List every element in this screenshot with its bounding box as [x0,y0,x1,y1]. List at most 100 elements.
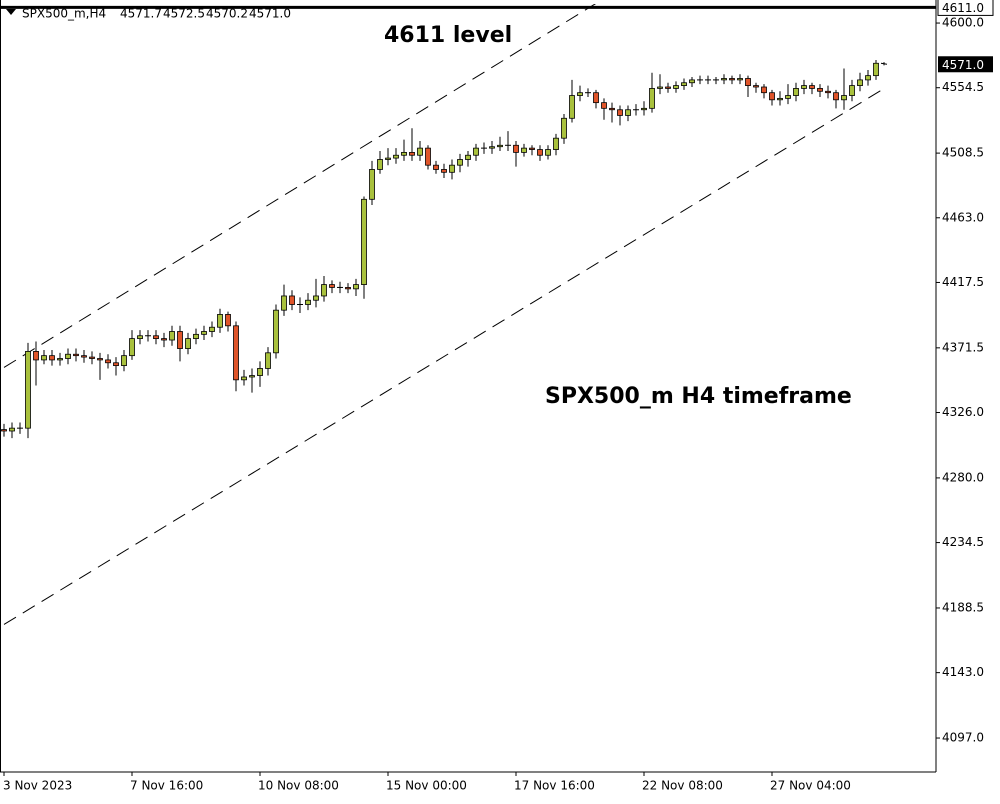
candle-body [289,295,295,305]
candle-body [465,154,471,160]
candle-body [161,338,167,341]
candle-body [49,355,55,361]
ohlc-value: 4572.5 [163,7,205,21]
candle-body [257,368,263,376]
candle-body [33,350,39,361]
candle-body [769,92,775,101]
candle-body [785,95,791,99]
price-label: 4571.0 [942,58,984,72]
candle-body [880,62,888,65]
candle-body [1,429,7,432]
candle-body [185,338,191,349]
candle-body [41,355,47,361]
candle-body [449,164,455,173]
candle-body [873,62,879,77]
candle-body [681,82,687,86]
candle-body [529,147,535,150]
x-tick-label: 7 Nov 16:00 [130,779,203,793]
price-label-box [938,56,993,73]
candle-body [577,92,583,96]
candle-body [97,358,103,361]
candle-body [369,169,375,200]
candle-body [553,137,559,150]
candle-body [273,309,279,354]
y-tick-label: 4234.5 [942,535,984,549]
candle-body [57,358,63,361]
candle-body [817,88,823,92]
candle-body [329,284,335,288]
candle-body [617,109,623,116]
trendline [3,4,597,368]
candle-body [105,359,111,364]
x-tick-label: 27 Nov 04:00 [770,779,851,793]
candle-body [489,146,495,149]
candle-body [353,284,359,290]
candle-body [393,154,399,159]
candle-body [249,375,255,378]
candle-body [433,164,439,170]
symbol: SPX500_m,H4 [22,7,106,21]
candle-body [833,92,839,101]
candle-body [73,353,79,357]
candle-body [113,362,119,367]
candle-body [9,427,15,432]
candle-body [321,284,327,297]
candle-body [761,86,767,94]
candle-body [313,295,319,301]
y-tick-label: 4326.0 [942,405,984,419]
candle-body [793,88,799,96]
candle-body [473,147,479,156]
candle-body [745,78,751,86]
candle-body [89,356,95,359]
candle-body [665,86,671,89]
candle-body [121,355,127,367]
annotation: SPX500_m H4 timeframe [545,384,852,409]
y-tick-label: 4188.5 [942,600,984,614]
candle-body [641,107,647,111]
candle-body [65,353,71,359]
level-label-box [937,0,994,16]
candle-body [137,335,143,340]
candle-body [305,299,311,305]
y-tick-label: 4097.0 [942,731,984,745]
x-tick-label: 17 Nov 16:00 [514,779,595,793]
y-tick-label: 4417.5 [942,275,984,289]
candle-body [425,147,431,166]
candle-body [225,314,231,327]
ohlc-value: 4571.0 [249,7,291,21]
annotation: 4611 level [384,23,512,48]
y-tick-label: 4371.5 [942,340,984,354]
candle-body [385,157,391,160]
candle-body [841,95,847,101]
candle-body [401,151,407,156]
candle-body [281,295,287,311]
y-tick-label: 4508.5 [942,146,984,160]
candle-body [729,78,735,81]
candle-body [537,149,543,156]
candle-body [513,144,519,153]
candle-body [265,352,271,369]
candle-body [409,151,415,156]
candle-body [209,326,215,332]
candle-body [217,314,223,328]
candle-body [153,335,159,340]
menu-arrow [6,9,16,15]
candle-body [545,149,551,156]
candle-body [625,109,631,116]
ohlc-value: 4571.7 [120,7,162,21]
plot-area [1,4,888,625]
candle-body [497,144,503,148]
candle-body [849,85,855,96]
x-tick-label: 3 Nov 2023 [3,779,72,793]
candle-body [649,88,655,109]
candle-body [825,90,831,94]
candle-body [569,95,575,119]
candle-body [457,159,463,166]
candle-body [609,107,615,111]
x-tick-label: 10 Nov 08:00 [258,779,339,793]
candle-body [169,331,175,341]
x-tick-label: 15 Nov 00:00 [386,779,467,793]
y-tick-label: 4554.5 [942,80,984,94]
